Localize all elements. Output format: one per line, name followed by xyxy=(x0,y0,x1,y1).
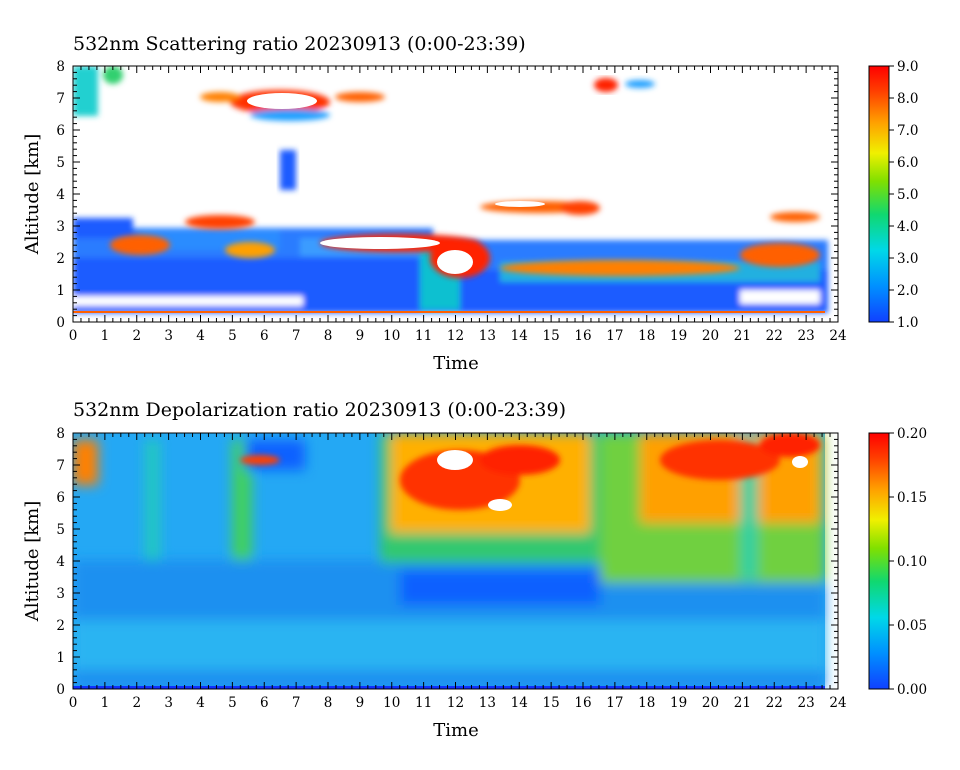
colorbar-tick-label: 0.00 xyxy=(897,682,927,698)
x-tick-label: 3 xyxy=(164,328,173,344)
colorbar-tick-label: 7.0 xyxy=(897,123,918,139)
x-tick-label: 14 xyxy=(511,695,528,711)
panel2-colorbar-ticks: 0.00 0.05 0.10 0.15 0.20 xyxy=(889,426,927,698)
x-tick-label: 14 xyxy=(511,328,528,344)
y-tick-label: 3 xyxy=(56,219,65,235)
y-tick-label: 6 xyxy=(56,490,65,506)
x-tick-label: 16 xyxy=(574,695,591,711)
colorbar-tick-label: 8.0 xyxy=(897,91,918,107)
x-tick-label: 17 xyxy=(606,328,623,344)
panel1-ylabel: Altitude [km] xyxy=(22,134,43,256)
colorbar-tick-label: 0.15 xyxy=(897,490,927,506)
colorbar-tick-label: 0.05 xyxy=(897,618,927,634)
colorbar-tick-label: 5.0 xyxy=(897,187,918,203)
panel1-axes: 0 1 2 3 4 5 6 7 8 9 10 11 12 13 14 15 16 17 18 19 20 21 22 23 24… xyxy=(56,59,846,344)
x-tick-label: 7 xyxy=(292,695,301,711)
y-tick-label: 5 xyxy=(56,522,65,538)
colorbar-tick-label: 3.0 xyxy=(897,251,918,267)
colorbar-tick-label: 2.0 xyxy=(897,283,918,299)
x-tick-label: 3 xyxy=(164,695,173,711)
y-tick-label: 1 xyxy=(56,283,65,299)
y-tick-label: 1 xyxy=(56,650,65,666)
colorbar-tick-label: 6.0 xyxy=(897,155,918,171)
x-tick-label: 20 xyxy=(702,695,719,711)
x-tick-label: 16 xyxy=(574,328,591,344)
panel2-xlabel: Time xyxy=(433,720,478,741)
panel1-xlabel: Time xyxy=(433,353,478,374)
colorbar-tick-label: 4.0 xyxy=(897,219,918,235)
y-tick-label: 2 xyxy=(56,251,65,267)
x-tick-label: 19 xyxy=(670,695,687,711)
y-tick-label: 4 xyxy=(56,187,65,203)
panel2-heatmap xyxy=(73,433,838,689)
x-tick-label: 4 xyxy=(196,695,205,711)
x-tick-label: 10 xyxy=(383,695,400,711)
x-tick-label: 18 xyxy=(638,695,655,711)
colorbar-tick-label: 9.0 xyxy=(897,59,918,75)
x-tick-label: 5 xyxy=(228,328,237,344)
x-tick-label: 21 xyxy=(734,328,751,344)
colorbar-tick-label: 0.10 xyxy=(897,554,927,570)
x-tick-label: 2 xyxy=(132,695,141,711)
x-tick-label: 24 xyxy=(829,695,846,711)
x-tick-label: 15 xyxy=(543,695,560,711)
x-tick-label: 12 xyxy=(447,695,464,711)
colorbar-tick-label: 1.0 xyxy=(897,315,918,331)
panel2-ylabel: Altitude [km] xyxy=(22,501,43,623)
x-tick-label: 15 xyxy=(543,328,560,344)
x-tick-label: 1 xyxy=(101,328,110,344)
x-tick-label: 0 xyxy=(69,695,78,711)
x-tick-label: 8 xyxy=(324,695,333,711)
x-tick-label: 1 xyxy=(101,695,110,711)
x-tick-label: 6 xyxy=(260,695,269,711)
y-tick-label: 2 xyxy=(56,618,65,634)
x-tick-label: 13 xyxy=(479,328,496,344)
colorbar-tick-label: 0.20 xyxy=(897,426,927,442)
y-tick-label: 7 xyxy=(56,91,65,107)
panel2-axes: 0 1 2 3 4 5 6 7 8 9 10 11 12 13 14 15 16 17 18 19 20 21 22 23 24… xyxy=(56,426,846,711)
x-tick-label: 9 xyxy=(356,695,365,711)
x-tick-label: 11 xyxy=(415,695,432,711)
x-tick-label: 7 xyxy=(292,328,301,344)
x-tick-label: 23 xyxy=(798,328,815,344)
y-tick-label: 8 xyxy=(56,426,65,442)
y-tick-label: 7 xyxy=(56,458,65,474)
x-tick-label: 4 xyxy=(196,328,205,344)
x-tick-label: 19 xyxy=(670,328,687,344)
x-tick-label: 12 xyxy=(447,328,464,344)
x-tick-label: 22 xyxy=(766,695,783,711)
x-tick-label: 22 xyxy=(766,328,783,344)
x-tick-label: 13 xyxy=(479,695,496,711)
x-tick-label: 11 xyxy=(415,328,432,344)
x-tick-label: 2 xyxy=(132,328,141,344)
x-tick-label: 10 xyxy=(383,328,400,344)
panel2-colorbar xyxy=(868,432,890,690)
x-tick-label: 18 xyxy=(638,328,655,344)
x-tick-label: 17 xyxy=(606,695,623,711)
x-tick-label: 5 xyxy=(228,695,237,711)
panel1-heatmap xyxy=(73,66,838,322)
x-tick-label: 0 xyxy=(69,328,78,344)
x-tick-label: 20 xyxy=(702,328,719,344)
y-tick-label: 4 xyxy=(56,554,65,570)
y-tick-label: 0 xyxy=(56,315,65,331)
panel1-colorbar xyxy=(868,65,890,323)
panel1-title: 532nm Scattering ratio 20230913 (0:00-23… xyxy=(73,33,526,55)
x-tick-label: 23 xyxy=(798,695,815,711)
y-tick-label: 8 xyxy=(56,59,65,75)
x-tick-label: 9 xyxy=(356,328,365,344)
panel1-colorbar-ticks: 1.0 2.0 3.0 4.0 5.0 6.0 7.0 8.0 9.0 xyxy=(889,59,918,331)
x-tick-label: 24 xyxy=(829,328,846,344)
y-tick-label: 3 xyxy=(56,586,65,602)
x-tick-label: 21 xyxy=(734,695,751,711)
panel2-title: 532nm Depolarization ratio 20230913 (0:0… xyxy=(73,399,566,421)
y-tick-label: 5 xyxy=(56,155,65,171)
x-tick-label: 8 xyxy=(324,328,333,344)
x-tick-label: 6 xyxy=(260,328,269,344)
y-tick-label: 0 xyxy=(56,682,65,698)
y-tick-label: 6 xyxy=(56,123,65,139)
